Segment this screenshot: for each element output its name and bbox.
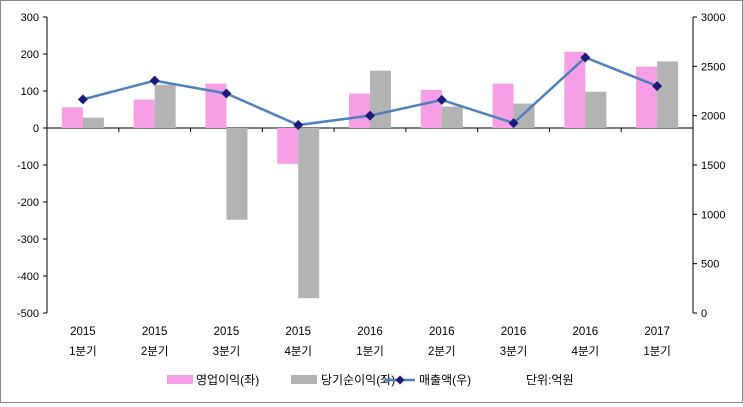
bar-net-income — [585, 91, 607, 128]
category-quarter-label: 1분기 — [356, 345, 384, 358]
bar-net-income — [226, 128, 248, 220]
category-quarter-label: 1분기 — [643, 345, 671, 358]
category-quarter-label: 1분기 — [69, 345, 97, 358]
revenue-point — [508, 118, 519, 129]
category-year-label: 2015 — [285, 326, 311, 338]
category-quarter-label: 3분기 — [213, 345, 241, 358]
bar-net-income — [82, 117, 104, 128]
left-axis-tick-label: 300 — [21, 12, 39, 24]
revenue-point — [436, 94, 447, 105]
category-year-label: 2016 — [429, 326, 455, 338]
bar-operating-profit — [277, 128, 299, 164]
bar-net-income — [154, 84, 176, 128]
legend-label-net-income: 당기순이익(좌) — [321, 373, 395, 387]
category-year-label: 2015 — [70, 326, 96, 338]
legend-swatch-operating-profit — [167, 375, 193, 384]
category-year-label: 2017 — [644, 326, 670, 338]
right-axis-tick-label: 3000 — [701, 12, 725, 24]
bar-operating-profit — [420, 89, 442, 128]
right-axis-tick-label: 2500 — [701, 61, 725, 73]
category-labels: 2015 1분기 2015 2분기 2015 3분기 2015 4분기 2016 1분기 2016 2… — [69, 326, 671, 358]
right-axis-tick-label: 0 — [701, 308, 707, 320]
right-axis-tick-label: 500 — [701, 259, 719, 271]
left-axis-tick-label: 0 — [33, 123, 39, 135]
left-axis-tick-label: -400 — [17, 271, 39, 283]
left-axis-tick-label: 100 — [21, 86, 39, 98]
revenue-point — [77, 94, 88, 105]
category-year-label: 2016 — [501, 326, 527, 338]
bar-operating-profit — [205, 83, 227, 128]
left-axis-tick-label: 200 — [21, 49, 39, 61]
revenue-point — [365, 110, 375, 121]
bar-net-income — [298, 128, 320, 299]
category-quarter-label: 4분기 — [572, 345, 600, 358]
unit-note: 단위:억원 — [526, 373, 574, 387]
bar-operating-profit — [61, 107, 83, 128]
bar-net-income — [370, 70, 391, 128]
bars-layer — [61, 51, 679, 299]
category-quarter-label: 3분기 — [500, 345, 528, 358]
bar-operating-profit — [564, 51, 586, 128]
legend-swatch-net-income — [291, 375, 317, 384]
axes-layer: 3002001000-100-200-300-400-5003000250020… — [17, 12, 726, 320]
category-year-label: 2016 — [573, 326, 599, 338]
category-year-label: 2015 — [142, 326, 168, 338]
revenue-point — [149, 75, 160, 86]
right-axis-tick-label: 1000 — [701, 209, 725, 221]
left-axis-tick-label: -200 — [17, 197, 39, 209]
legend-label-operating-profit: 영업이익(좌) — [196, 373, 259, 387]
revenue-point — [221, 88, 232, 99]
bar-operating-profit — [636, 66, 658, 128]
left-axis-tick-label: -100 — [17, 160, 39, 172]
category-quarter-label: 4분기 — [284, 345, 312, 358]
category-year-label: 2016 — [357, 326, 383, 338]
bar-net-income — [657, 61, 679, 128]
category-quarter-label: 2분기 — [141, 345, 169, 358]
legend-label-revenue: 매출액(우) — [419, 373, 471, 387]
category-year-label: 2015 — [214, 326, 240, 338]
bar-operating-profit — [133, 99, 155, 128]
category-quarter-label: 2분기 — [428, 345, 456, 358]
legend: 영업이익(좌) 당기순이익(좌) 매출액(우) 단위:억원 — [167, 373, 574, 387]
revenue-point — [652, 81, 663, 92]
revenue-point — [580, 52, 591, 63]
bar-operating-profit — [349, 93, 370, 128]
line-layer — [77, 52, 663, 131]
right-axis-tick-label: 1500 — [701, 160, 725, 172]
revenue-point — [293, 120, 304, 131]
legend-marker-revenue — [395, 375, 405, 385]
left-axis-tick-label: -500 — [17, 308, 39, 320]
right-axis-tick-label: 2000 — [701, 111, 725, 123]
left-axis-tick-label: -300 — [17, 234, 39, 246]
bar-net-income — [441, 106, 463, 128]
